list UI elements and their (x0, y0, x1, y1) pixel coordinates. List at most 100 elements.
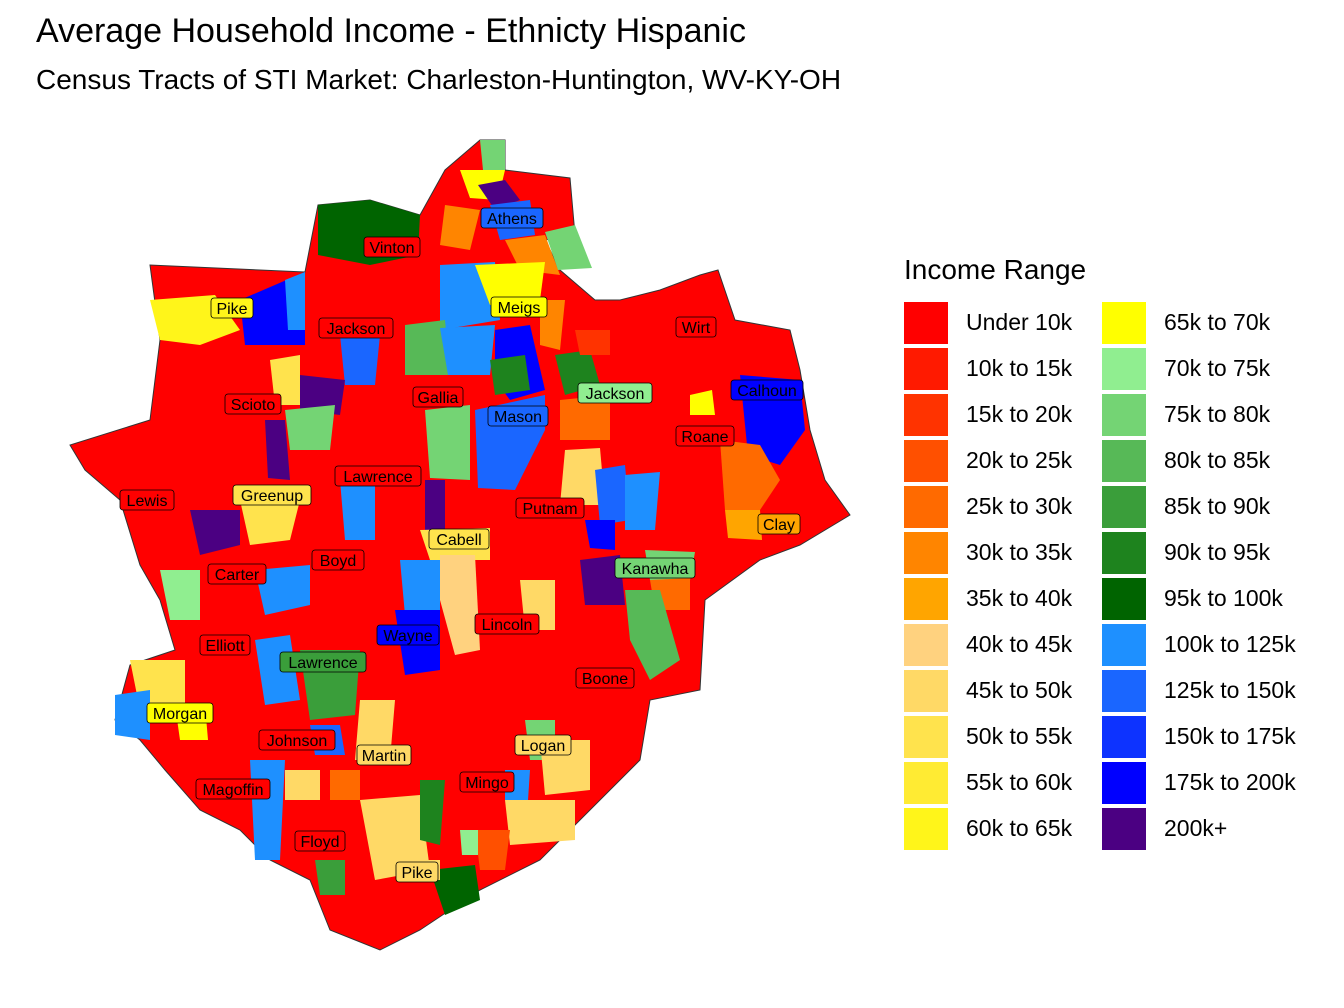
legend-swatch (904, 532, 948, 574)
county-label-text: Cabell (436, 532, 481, 549)
legend-item: 15k to 20k (904, 392, 1114, 436)
tract (285, 272, 305, 330)
legend-label: 20k to 25k (966, 447, 1073, 473)
county-label-text: Floyd (300, 834, 339, 851)
legend-item: 10k to 15k (904, 346, 1114, 390)
legend-label: 35k to 40k (966, 585, 1073, 611)
legend-item: 100k to 125k (1102, 622, 1312, 666)
legend-label: 80k to 85k (1164, 447, 1271, 473)
county-label: Carter (207, 563, 267, 585)
choropleth-map: Athens Vinton Meigs Pike Jackson Wirt Ga… (69, 139, 851, 951)
county-label: Wayne (376, 624, 440, 646)
county-label: Lawrence (334, 465, 422, 487)
legend-item: 125k to 150k (1102, 668, 1312, 712)
county-label-text: Lincoln (482, 617, 533, 634)
legend-item: 35k to 40k (904, 576, 1114, 620)
legend-swatch (904, 624, 948, 666)
tract (420, 780, 445, 845)
county-label-text: Meigs (498, 300, 541, 317)
county-label-text: Lawrence (343, 469, 412, 486)
legend-label: 75k to 80k (1164, 401, 1271, 427)
legend-label: 40k to 45k (966, 631, 1073, 657)
tract (400, 560, 440, 615)
tract (330, 770, 360, 800)
county-label-text: Mingo (465, 775, 509, 792)
legend-label: 45k to 50k (966, 677, 1073, 703)
tract (285, 405, 335, 450)
county-label-text: Carter (215, 567, 260, 584)
legend-item: 40k to 45k (904, 622, 1114, 666)
tract (250, 760, 285, 860)
legend-swatch (904, 808, 948, 850)
tract (545, 225, 592, 270)
legend-swatch (1102, 348, 1146, 390)
tract (585, 520, 615, 550)
county-label: Wirt (675, 316, 717, 338)
county-label: Calhoun (730, 379, 804, 401)
tract (340, 480, 375, 540)
tract (425, 405, 470, 480)
legend-swatch (904, 716, 948, 758)
tract (285, 770, 320, 800)
tract (405, 320, 450, 375)
tract (240, 500, 300, 545)
tract (430, 865, 480, 915)
tract (720, 440, 780, 510)
county-label-text: Wirt (682, 320, 711, 337)
tract (475, 830, 510, 870)
tract (480, 140, 505, 170)
tract (190, 510, 240, 555)
legend-swatch (1102, 532, 1146, 574)
county-label: Johnson (258, 729, 336, 751)
legend-label: 175k to 200k (1164, 769, 1296, 795)
legend-item: 150k to 175k (1102, 714, 1312, 758)
county-label: Clay (757, 513, 801, 535)
county-label: Greenup (232, 484, 312, 506)
county-label-text: Gallia (418, 390, 459, 407)
county-label: Magoffin (195, 778, 271, 800)
tract (625, 472, 660, 530)
legend-item: 70k to 75k (1102, 346, 1312, 390)
legend-label: 125k to 150k (1164, 677, 1296, 703)
legend-swatch (904, 486, 948, 528)
tract (265, 420, 290, 480)
county-label-text: Morgan (153, 706, 207, 723)
legend-swatch (1102, 440, 1146, 482)
county-label: Kanawha (614, 557, 696, 579)
county-label: Logan (514, 734, 572, 756)
tract (475, 262, 545, 305)
legend-swatch (904, 394, 948, 436)
legend-label: 85k to 90k (1164, 493, 1271, 519)
tract (340, 335, 380, 385)
county-label: Gallia (412, 386, 464, 408)
county-label-text: Boone (582, 671, 628, 688)
county-label-text: Elliott (205, 638, 245, 655)
legend-swatch (904, 440, 948, 482)
county-label: Mason (487, 405, 549, 427)
legend-label: Under 10k (966, 309, 1073, 335)
county-label: Mingo (459, 771, 515, 793)
county-label: Jackson (577, 382, 653, 404)
legend-label: 150k to 175k (1164, 723, 1296, 749)
tract (115, 690, 150, 740)
legend-label: 65k to 70k (1164, 309, 1271, 335)
map-subtitle: Census Tracts of STI Market: Charleston-… (36, 64, 842, 95)
county-label: Martin (356, 744, 412, 766)
legend-label: 95k to 100k (1164, 585, 1283, 611)
county-label-text: Jackson (327, 321, 386, 338)
legend-swatch (904, 578, 948, 620)
legend-label: 30k to 35k (966, 539, 1073, 565)
legend-label: 55k to 60k (966, 769, 1073, 795)
county-label-text: Vinton (369, 240, 414, 257)
county-label: Lawrence (279, 651, 367, 673)
legend-label: 25k to 30k (966, 493, 1073, 519)
county-label-text: Putnam (522, 501, 577, 518)
legend-item: 90k to 95k (1102, 530, 1312, 574)
legend-title: Income Range (904, 254, 1087, 285)
legend-label: 100k to 125k (1164, 631, 1296, 657)
legend-swatch (1102, 578, 1146, 620)
county-label-text: Greenup (241, 488, 303, 505)
legend-label: 60k to 65k (966, 815, 1073, 841)
county-label: Jackson (318, 317, 394, 339)
legend-item: 45k to 50k (904, 668, 1114, 712)
